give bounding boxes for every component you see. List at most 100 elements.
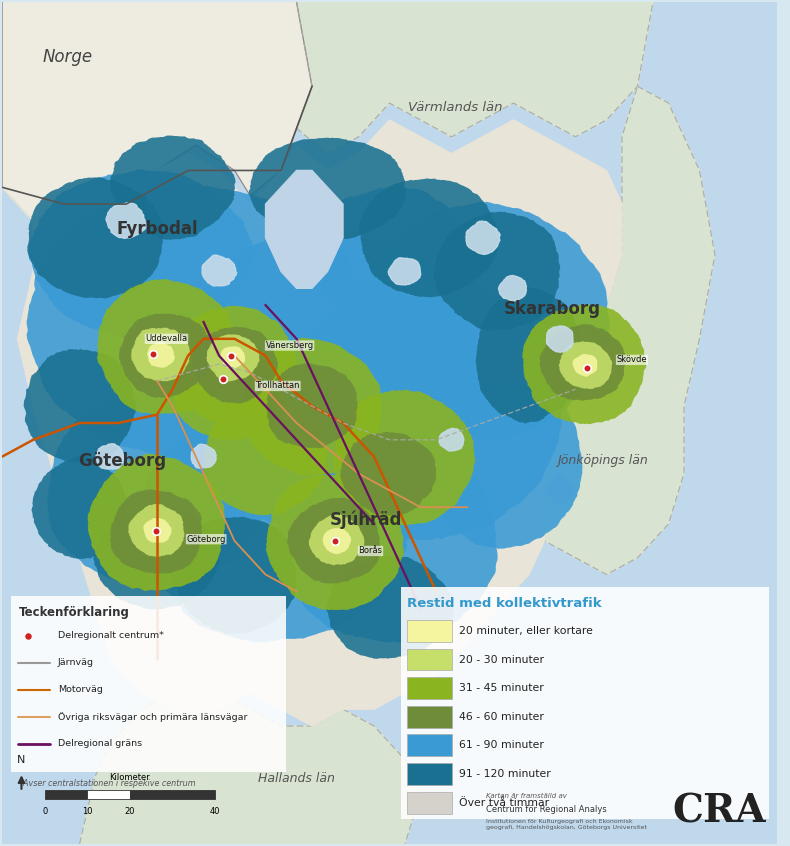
Text: 0: 0 (42, 807, 47, 816)
Polygon shape (32, 455, 126, 559)
Polygon shape (388, 258, 421, 285)
Text: Kartan är framställd av: Kartan är framställd av (487, 794, 567, 799)
Text: Övriga riksvägar och primära länsvägar: Övriga riksvägar och primära länsvägar (58, 711, 247, 722)
Polygon shape (522, 305, 646, 424)
Bar (45, 790, 88, 799)
Polygon shape (135, 407, 409, 642)
Polygon shape (191, 444, 216, 469)
Bar (408, 620, 453, 642)
Bar (408, 649, 453, 671)
Text: Delregionalt centrum*: Delregionalt centrum* (58, 631, 164, 640)
Bar (408, 792, 453, 814)
Text: Skövde: Skövde (616, 355, 647, 365)
Polygon shape (265, 475, 404, 610)
Text: 10: 10 (82, 807, 92, 816)
Text: Jönköpings län: Jönköpings län (557, 454, 648, 467)
Text: 61 - 90 minuter: 61 - 90 minuter (459, 740, 544, 750)
Polygon shape (290, 270, 565, 540)
Polygon shape (544, 474, 575, 508)
Polygon shape (276, 437, 498, 643)
Polygon shape (172, 305, 296, 424)
Polygon shape (168, 229, 480, 530)
Polygon shape (434, 212, 560, 331)
Bar (408, 734, 453, 756)
Text: Uddevalla: Uddevalla (145, 334, 187, 343)
Polygon shape (340, 431, 436, 516)
Polygon shape (204, 395, 328, 515)
Polygon shape (540, 324, 626, 401)
Polygon shape (2, 120, 622, 726)
Polygon shape (265, 170, 343, 288)
Polygon shape (173, 339, 282, 440)
Text: CRA: CRA (672, 793, 766, 831)
Text: Hallands län: Hallands län (258, 772, 335, 785)
Polygon shape (326, 556, 454, 659)
Text: Järnväg: Järnväg (58, 658, 94, 667)
Text: *Avser centralstationen i respekive centrum: *Avser centralstationen i respekive cent… (19, 779, 196, 788)
Polygon shape (131, 327, 190, 382)
Bar (130, 790, 215, 799)
Polygon shape (309, 514, 364, 565)
Polygon shape (97, 279, 235, 415)
Polygon shape (559, 341, 612, 389)
Polygon shape (110, 135, 235, 240)
Text: 91 - 120 minuter: 91 - 120 minuter (459, 769, 551, 779)
Text: Teckenförklaring: Teckenförklaring (19, 606, 130, 618)
Polygon shape (106, 203, 145, 239)
Polygon shape (439, 428, 464, 451)
Polygon shape (128, 504, 185, 558)
Text: Trollhättan: Trollhättan (255, 382, 300, 391)
Polygon shape (192, 327, 278, 404)
Text: 20: 20 (125, 807, 135, 816)
Polygon shape (171, 517, 297, 634)
Polygon shape (498, 276, 526, 301)
Polygon shape (110, 489, 202, 574)
Polygon shape (466, 221, 500, 255)
Polygon shape (28, 177, 164, 299)
Text: Vänersberg: Vänersberg (265, 341, 314, 350)
Polygon shape (93, 506, 220, 610)
Polygon shape (467, 221, 498, 272)
Polygon shape (322, 528, 351, 554)
Polygon shape (80, 692, 420, 844)
Polygon shape (96, 444, 123, 470)
Polygon shape (2, 2, 312, 229)
Polygon shape (547, 326, 573, 352)
Polygon shape (573, 354, 597, 376)
Text: Fyrbodal: Fyrbodal (116, 220, 198, 239)
Polygon shape (265, 170, 343, 288)
Text: Norge: Norge (43, 48, 93, 66)
Text: Restid med kollektivtrafik: Restid med kollektivtrafik (408, 597, 602, 610)
Polygon shape (360, 202, 610, 439)
Text: Värmlands län: Värmlands län (408, 101, 502, 114)
Polygon shape (310, 187, 469, 321)
Text: Motorväg: Motorväg (58, 685, 103, 695)
Polygon shape (359, 179, 498, 298)
Polygon shape (529, 86, 715, 574)
Polygon shape (27, 185, 367, 459)
Text: Skaraborg: Skaraborg (504, 300, 600, 318)
Polygon shape (287, 497, 380, 584)
Text: 20 - 30 minuter: 20 - 30 minuter (459, 655, 544, 665)
Text: 20 minuter, eller kortare: 20 minuter, eller kortare (459, 626, 593, 636)
Text: Över två timmar: Över två timmar (459, 798, 549, 808)
Text: Göteborg: Göteborg (78, 452, 166, 470)
Polygon shape (119, 314, 211, 398)
Polygon shape (296, 2, 653, 154)
Text: 46 - 60 minuter: 46 - 60 minuter (459, 711, 544, 722)
Text: Göteborg: Göteborg (186, 535, 226, 544)
Bar (401, 587, 769, 819)
Polygon shape (206, 334, 260, 382)
Polygon shape (147, 342, 175, 368)
Polygon shape (333, 390, 476, 525)
Polygon shape (111, 355, 141, 389)
Polygon shape (476, 286, 584, 424)
Polygon shape (266, 364, 358, 448)
Bar (408, 678, 453, 699)
Polygon shape (498, 389, 529, 423)
Polygon shape (431, 381, 582, 549)
Polygon shape (47, 386, 265, 591)
Bar (88, 790, 130, 799)
Bar (408, 706, 453, 728)
Polygon shape (88, 454, 225, 591)
